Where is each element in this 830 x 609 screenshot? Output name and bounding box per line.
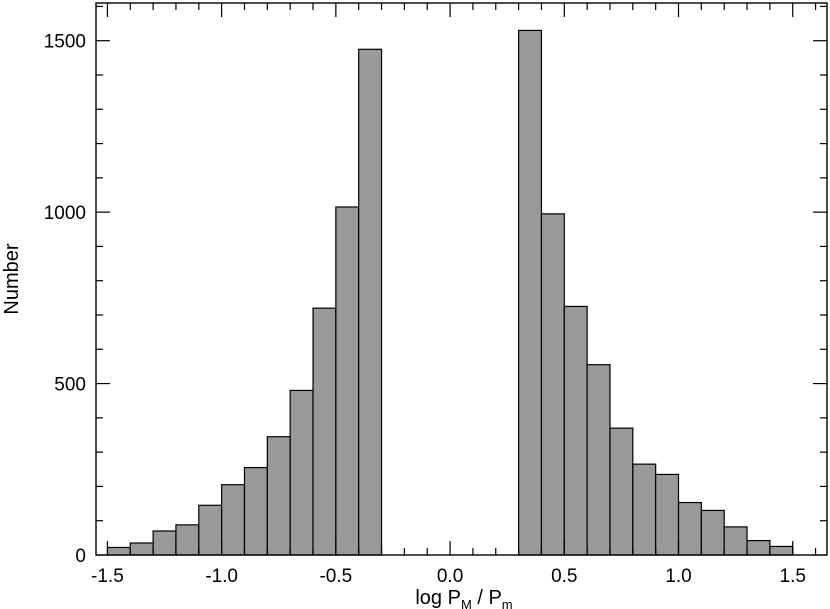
histogram-bar-5 bbox=[221, 484, 246, 556]
histogram-bar-12 bbox=[518, 29, 543, 556]
x-tick-labels: -1.5 -1.0 -0.5 0.0 0.5 1.0 1.5 bbox=[91, 566, 806, 587]
histogram-bar-23 bbox=[769, 545, 794, 556]
histogram-bar-0 bbox=[106, 546, 131, 556]
histogram-bar-15 bbox=[586, 364, 611, 556]
x-tick-label-4: 0.5 bbox=[551, 566, 577, 587]
histogram-bar-6 bbox=[243, 466, 268, 556]
histogram-bar-22 bbox=[746, 539, 771, 556]
y-tick-label-3: 1500 bbox=[44, 32, 86, 53]
bars-group bbox=[106, 29, 794, 556]
y-tick-label-1: 500 bbox=[54, 375, 86, 396]
x-tick-label-2: -0.5 bbox=[319, 566, 352, 587]
histogram-bar-10 bbox=[335, 206, 360, 556]
x-tick-label-5: 1.0 bbox=[665, 566, 691, 587]
y-tick-labels: 0 500 1000 1500 bbox=[44, 32, 86, 567]
histogram-bar-11 bbox=[358, 48, 383, 556]
plot-frame bbox=[95, 2, 828, 556]
histogram-bar-3 bbox=[175, 524, 200, 556]
histogram-bar-4 bbox=[198, 504, 223, 556]
histogram-bar-9 bbox=[312, 307, 337, 556]
histogram-bar-14 bbox=[563, 305, 588, 556]
x-tick-label-1: -1.0 bbox=[205, 566, 238, 587]
histogram-bar-2 bbox=[152, 530, 177, 556]
histogram-bar-21 bbox=[723, 526, 748, 556]
x-tick-label-6: 1.5 bbox=[780, 566, 806, 587]
histogram-bar-8 bbox=[289, 389, 314, 556]
x-axis-title: log PM / Pm bbox=[415, 587, 512, 609]
histogram-bar-13 bbox=[540, 213, 565, 556]
histogram-bar-18 bbox=[655, 473, 680, 556]
ticks-group bbox=[96, 3, 827, 556]
histogram-bar-17 bbox=[632, 463, 657, 556]
histogram-bar-7 bbox=[266, 436, 291, 556]
histogram-bar-1 bbox=[129, 542, 154, 556]
y-tick-label-0: 0 bbox=[75, 546, 86, 567]
histogram-bar-16 bbox=[609, 427, 634, 556]
y-tick-label-2: 1000 bbox=[44, 203, 86, 224]
x-tick-label-0: -1.5 bbox=[91, 566, 124, 587]
histogram-bar-19 bbox=[677, 501, 702, 556]
y-axis-title: Number bbox=[1, 243, 23, 314]
histogram-bar-20 bbox=[700, 509, 725, 556]
x-tick-label-3: 0.0 bbox=[437, 566, 463, 587]
